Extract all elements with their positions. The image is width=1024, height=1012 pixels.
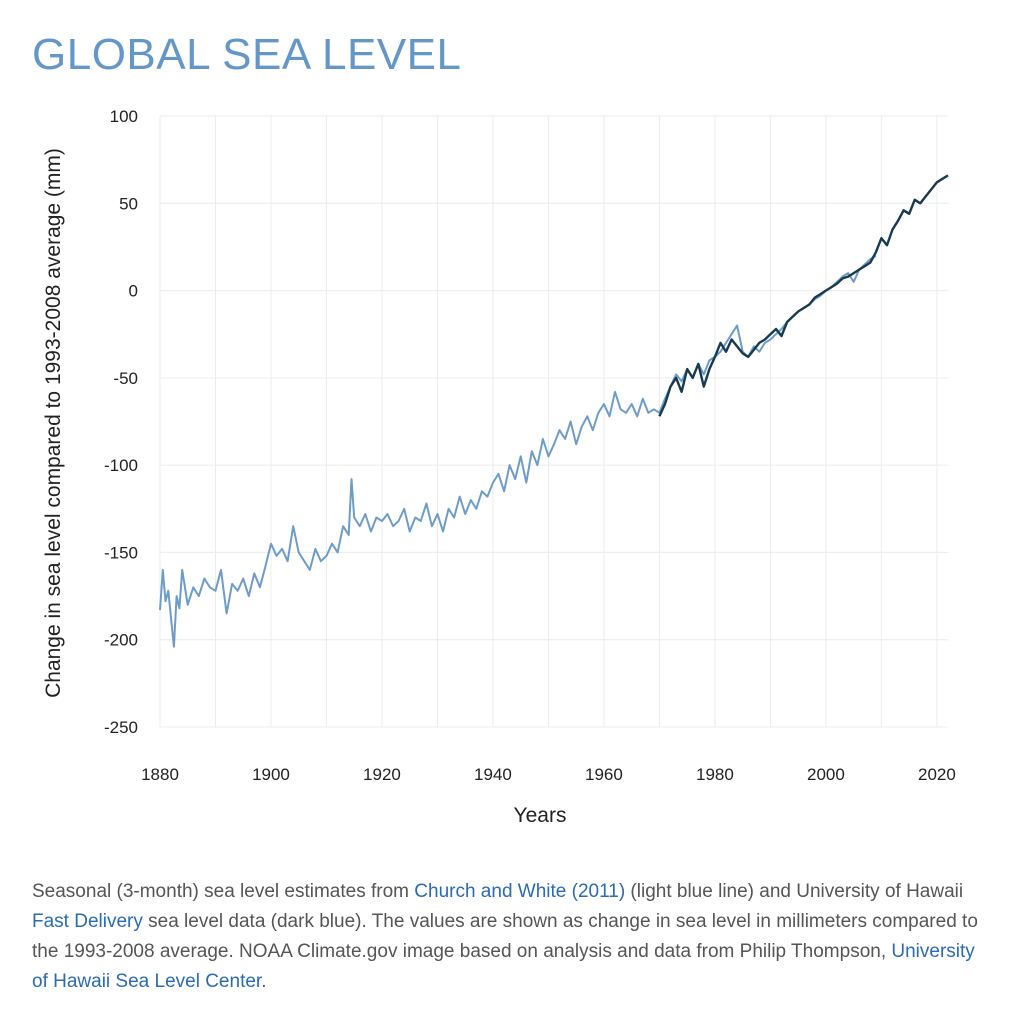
y-tick-label: -250 [104,718,138,737]
figure-caption: Seasonal (3-month) sea level estimates f… [32,877,992,997]
fast-delivery-link[interactable]: Fast Delivery [32,911,143,932]
tick-labels: 100 50 0 -50 -100 -150 -200 -250 1880 1900 1920 194… [104,107,956,784]
x-tick-label: 1920 [363,765,401,784]
church-white-link[interactable]: Church and White (2011) [414,881,626,902]
x-tick-label: 1880 [141,765,179,784]
x-tick-label: 1960 [585,765,623,784]
x-tick-label: 2000 [807,765,845,784]
series-line-light-blue [159,254,877,648]
sea-level-center-link[interactable]: University of Hawaii Sea Level Center [32,941,975,992]
caption-text: . [261,971,267,992]
y-tick-label: 50 [119,194,138,213]
caption-text: (light blue line) and University of Hawa… [625,881,964,902]
series-layer [159,174,949,648]
grid-layer [159,115,948,728]
y-axis-title: Change in sea level compared to 1993-200… [42,148,65,698]
y-tick-label: -50 [113,369,138,388]
y-tick-label: 0 [129,282,138,301]
y-tick-label: -200 [104,631,138,650]
y-tick-label: -150 [104,543,138,562]
x-tick-label: 1940 [474,765,512,784]
page-title: GLOBAL SEA LEVEL [32,30,462,79]
y-tick-label: -100 [104,456,138,475]
sea-level-chart: 100 50 0 -50 -100 -150 -200 -250 1880 1900 1920 194… [42,107,956,827]
caption-text: Seasonal (3-month) sea level estimates f… [32,881,415,902]
series-line-dark-blue [658,174,949,417]
x-tick-label: 1980 [696,765,734,784]
x-axis-title: Years [514,804,567,827]
y-tick-label: 100 [110,107,138,126]
x-tick-label: 1900 [252,765,290,784]
x-tick-label: 2020 [918,765,956,784]
caption-text: sea level data (dark blue). The values a… [32,911,978,962]
